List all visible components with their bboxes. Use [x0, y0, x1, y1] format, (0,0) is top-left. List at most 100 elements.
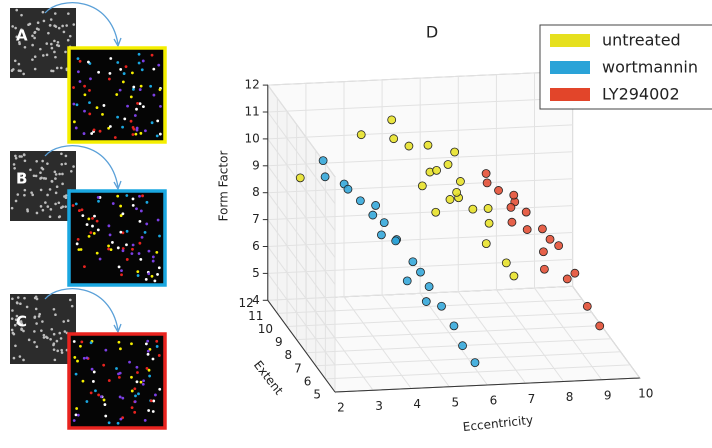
- cell: [156, 273, 159, 276]
- cell: [53, 24, 56, 28]
- cell: [11, 309, 14, 312]
- cell: [40, 176, 43, 180]
- cell: [68, 298, 72, 302]
- cell: [121, 212, 125, 216]
- cell: [72, 340, 76, 343]
- cell: [68, 34, 72, 38]
- axis-line: [334, 377, 640, 393]
- cell: [88, 89, 91, 92]
- cell: [55, 185, 59, 189]
- cell: [152, 67, 156, 71]
- point: [484, 218, 494, 228]
- point: [355, 196, 365, 206]
- cell: [80, 340, 84, 344]
- cell: [88, 112, 92, 116]
- y-tick-label: 12: [239, 296, 254, 310]
- cell: [56, 349, 59, 353]
- cell: [125, 194, 129, 197]
- grid-line: [267, 124, 573, 140]
- cell: [138, 88, 142, 91]
- cell: [46, 205, 50, 208]
- cell: [139, 131, 143, 135]
- point: [402, 276, 412, 286]
- cell: [136, 101, 139, 105]
- cell: [154, 393, 157, 397]
- point: [424, 282, 434, 291]
- cell: [120, 273, 123, 277]
- grid-line: [572, 286, 641, 379]
- cell: [104, 348, 108, 352]
- grid-line: [267, 205, 573, 221]
- cell: [125, 229, 129, 233]
- arrow: [44, 145, 119, 188]
- cell: [30, 191, 33, 194]
- cell: [61, 172, 64, 176]
- panel-label: B: [16, 170, 27, 188]
- cell: [157, 266, 161, 270]
- cell: [71, 204, 75, 207]
- cell: [48, 23, 52, 27]
- cell: [107, 126, 111, 130]
- cell: [116, 61, 120, 64]
- cell: [78, 80, 82, 83]
- cell: [52, 348, 56, 351]
- point: [595, 321, 605, 331]
- cell: [93, 214, 96, 218]
- cell: [76, 70, 80, 74]
- cell: [31, 43, 34, 47]
- cell: [20, 155, 23, 158]
- grid-line: [457, 291, 526, 384]
- cell: [107, 244, 110, 248]
- cell: [132, 85, 136, 89]
- cell: [48, 215, 52, 219]
- cell: [138, 194, 141, 198]
- cell: [75, 103, 79, 107]
- grid-line: [267, 138, 336, 231]
- cell: [37, 315, 41, 318]
- cell: [33, 67, 37, 71]
- cell: [119, 204, 123, 208]
- point: [449, 321, 459, 331]
- cell: [146, 339, 150, 343]
- point: [509, 271, 519, 281]
- cell: [119, 417, 123, 421]
- panel-label: A: [16, 27, 28, 45]
- cell: [142, 379, 146, 383]
- cell: [121, 249, 125, 253]
- cell: [145, 366, 149, 370]
- cell: [41, 320, 44, 323]
- point: [423, 140, 433, 150]
- cell: [157, 354, 161, 357]
- cell: [158, 234, 161, 238]
- cell: [130, 342, 133, 346]
- cell: [14, 199, 18, 203]
- cell: [50, 179, 54, 183]
- cell: [150, 121, 154, 125]
- cell: [33, 330, 36, 333]
- cell: [135, 128, 139, 132]
- cell: [64, 205, 67, 208]
- cell: [22, 358, 25, 362]
- cell: [115, 93, 119, 96]
- cell: [133, 387, 137, 391]
- cell: [136, 371, 139, 374]
- cell: [117, 340, 121, 344]
- cell: [13, 59, 17, 63]
- x-tick-label: 5: [451, 395, 459, 409]
- cell: [41, 208, 45, 212]
- cell: [156, 119, 160, 123]
- cell: [13, 323, 17, 327]
- cell: [150, 53, 154, 57]
- cell: [49, 337, 52, 341]
- cell: [130, 406, 134, 409]
- cell: [52, 343, 55, 347]
- cell: [35, 159, 38, 163]
- cell: [76, 57, 80, 61]
- cell: [65, 24, 68, 27]
- point: [379, 218, 389, 227]
- cell: [72, 23, 76, 26]
- cell: [33, 340, 36, 344]
- panel-label: C: [16, 313, 27, 331]
- y-tick-label: 9: [275, 335, 283, 349]
- cell: [87, 60, 90, 64]
